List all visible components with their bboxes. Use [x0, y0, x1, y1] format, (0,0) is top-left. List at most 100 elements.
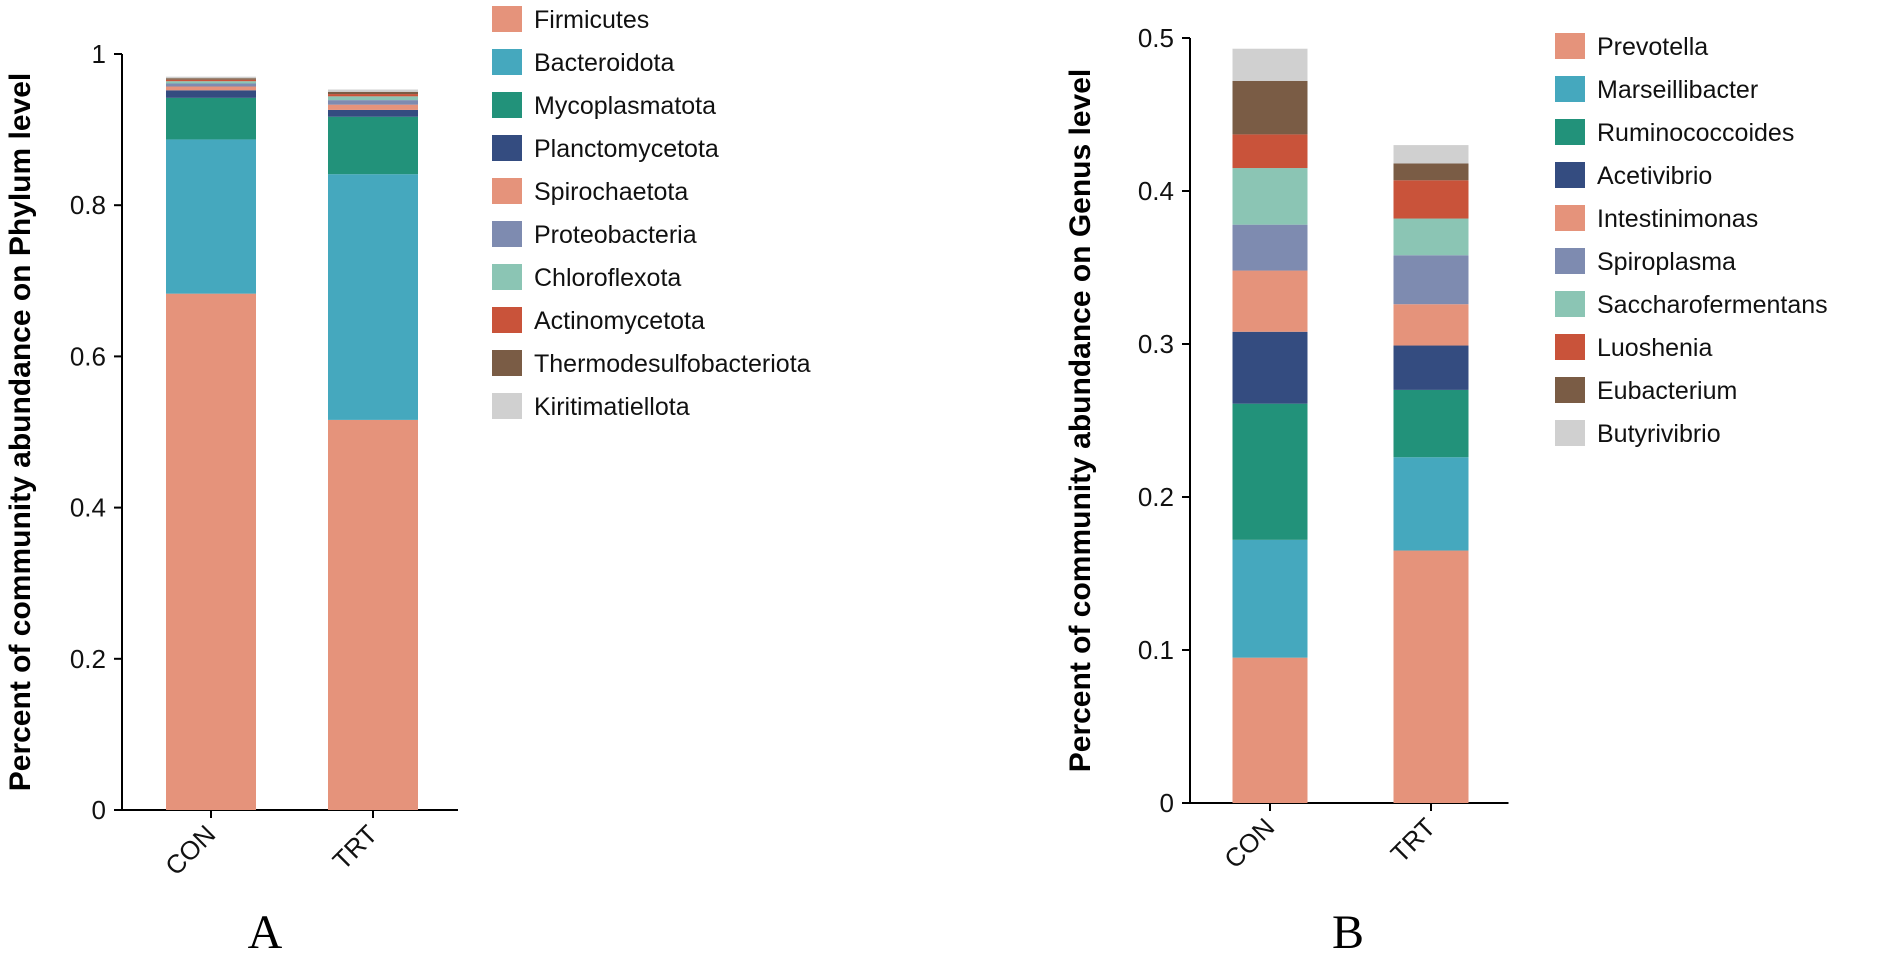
legend-label: Mycoplasmatota	[534, 92, 716, 120]
bar-segment-trt-marseillibacter	[1393, 457, 1469, 551]
legend-swatch	[1555, 76, 1585, 102]
bar-segment-trt-actinomycetota	[328, 94, 418, 97]
x-tick-label: CON	[159, 819, 221, 881]
panel-label: B	[1332, 906, 1364, 957]
bar-segment-trt-kiritimatiellota	[328, 89, 418, 92]
bar-segment-con-marseillibacter	[1232, 539, 1308, 658]
bar-segment-trt-spiroplasma	[1393, 255, 1469, 305]
bar-segment-trt-butyrivibrio	[1393, 145, 1469, 164]
legend-swatch	[492, 307, 522, 333]
bar-segment-con-bacteroidota	[166, 139, 256, 294]
legend-label: Proteobacteria	[534, 221, 697, 249]
chart-panel-a: 0 0.2 0.4 0.6 0.8 1 Percent of community abund…	[4, 6, 811, 957]
bar-segment-con-intestinimonas	[1232, 270, 1308, 332]
y-tick-label: 1	[92, 39, 106, 69]
panel-label: A	[248, 906, 283, 957]
legend-swatch	[1555, 291, 1585, 317]
legend: Firmicutes Bacteroidota Mycoplasmatota Plan…	[492, 6, 811, 421]
y-tick-label: 0.5	[1138, 23, 1174, 53]
bar-segment-con-chloroflexota	[166, 81, 256, 84]
legend-swatch	[1555, 162, 1585, 188]
bar-segment-con-spiroplasma	[1232, 224, 1308, 271]
y-tick-label: 0.3	[1138, 329, 1174, 359]
y-axis-title: Percent of community abundance on Phylum…	[4, 73, 37, 792]
x-tick-label: TRT	[327, 819, 384, 876]
legend-label: Kiritimatiellota	[534, 393, 690, 421]
legend-label: Acetivibrio	[1597, 162, 1712, 190]
legend-swatch	[492, 6, 522, 32]
legend-swatch	[1555, 377, 1585, 403]
legend-label: Butyrivibrio	[1597, 420, 1721, 448]
bar-segment-con-prevotella	[1232, 657, 1308, 803]
legend-swatch	[492, 49, 522, 75]
legend-label: Spiroplasma	[1597, 248, 1736, 276]
legend-swatch	[1555, 248, 1585, 274]
legend-label: Intestinimonas	[1597, 205, 1758, 233]
legend-label: Saccharofermentans	[1597, 291, 1828, 319]
legend-swatch	[492, 92, 522, 118]
x-tick-label: CON	[1218, 812, 1280, 874]
legend-swatch	[1555, 334, 1585, 360]
legend-swatch	[1555, 119, 1585, 145]
bar-segment-con-ruminococcoides	[1232, 403, 1308, 540]
legend-label: Eubacterium	[1597, 377, 1737, 405]
legend-label: Spirochaetota	[534, 178, 688, 206]
legend: Prevotella Marseillibacter Ruminococcoides…	[1555, 33, 1828, 448]
y-tick-label: 0.2	[70, 644, 106, 674]
legend-swatch	[492, 221, 522, 247]
bar-segment-con-proteobacteria	[166, 83, 256, 87]
y-tick-label: 0	[92, 795, 106, 825]
legend-swatch	[1555, 33, 1585, 59]
legend-label: Firmicutes	[534, 6, 649, 34]
bar-segment-con-butyrivibrio	[1232, 48, 1308, 81]
y-tick-label: 0.6	[70, 341, 106, 371]
bar-segment-trt-eubacterium	[1393, 163, 1469, 181]
legend-swatch	[1555, 205, 1585, 231]
bar-segment-trt-luoshenia	[1393, 180, 1469, 219]
legend-swatch	[492, 178, 522, 204]
bar-segment-con-planctomycetota	[166, 90, 256, 98]
bar-segment-trt-intestinimonas	[1393, 304, 1469, 346]
bar-segment-con-firmicutes	[166, 293, 256, 811]
bar-segment-con-actinomycetota	[166, 79, 256, 82]
y-axis-title: Percent of community abundance on Genus …	[1064, 69, 1097, 773]
legend-label: Marseillibacter	[1597, 76, 1758, 104]
legend-swatch	[492, 135, 522, 161]
legend-label: Bacteroidota	[534, 49, 674, 77]
y-tick-label: 0	[1160, 788, 1174, 818]
y-tick-label: 0.4	[70, 493, 106, 523]
bar-segment-trt-bacteroidota	[328, 174, 418, 420]
legend-label: Luoshenia	[1597, 334, 1712, 362]
bar-segment-con-mycoplasmatota	[166, 97, 256, 140]
legend-label: Thermodesulfobacteriota	[534, 350, 811, 378]
bar-segment-con-spirochaetota	[166, 86, 256, 91]
chart-panel-b: 0 0.1 0.2 0.3 0.4 0.5 Percent of community abu…	[1064, 23, 1828, 957]
legend-label: Actinomycetota	[534, 307, 705, 335]
legend-label: Chloroflexota	[534, 264, 681, 292]
bar-segment-trt-ruminococcoides	[1393, 389, 1469, 458]
bar-segment-trt-chloroflexota	[328, 96, 418, 101]
legend-swatch	[492, 393, 522, 419]
bar-segment-con-eubacterium	[1232, 80, 1308, 135]
y-tick-label: 0.4	[1138, 176, 1174, 206]
bar-segment-trt-prevotella	[1393, 550, 1469, 803]
legend-label: Planctomycetota	[534, 135, 719, 163]
y-tick-label: 0.2	[1138, 482, 1174, 512]
y-tick-label: 0.1	[1138, 635, 1174, 665]
legend-label: Prevotella	[1597, 33, 1708, 61]
legend-swatch	[492, 264, 522, 290]
bar-segment-con-saccharofermentans	[1232, 168, 1308, 225]
bar-segment-con-acetivibrio	[1232, 331, 1308, 404]
bar-segment-trt-mycoplasmatota	[328, 116, 418, 175]
bar-segment-trt-planctomycetota	[328, 109, 418, 117]
bar-segment-trt-thermodesulfobacteriota	[328, 91, 418, 95]
legend-label: Ruminococcoides	[1597, 119, 1794, 147]
legend-swatch	[492, 350, 522, 376]
x-tick-label: TRT	[1385, 812, 1442, 869]
bar-segment-trt-spirochaetota	[328, 104, 418, 110]
bar-segment-trt-saccharofermentans	[1393, 218, 1469, 256]
bar-segment-trt-acetivibrio	[1393, 345, 1469, 390]
bar-segment-trt-proteobacteria	[328, 100, 418, 105]
bar-segment-con-kiritimatiellota	[166, 76, 256, 79]
